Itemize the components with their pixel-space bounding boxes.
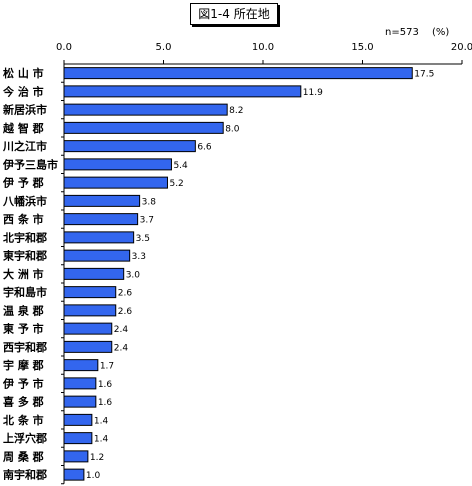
value-label: 1.4 (94, 416, 109, 426)
bar (63, 450, 89, 463)
category-label: 喜 多 郡 (3, 395, 44, 409)
bar (63, 85, 302, 98)
category-label: 川之江市 (2, 139, 47, 153)
bar (63, 194, 141, 207)
category-label: 大 洲 市 (3, 267, 44, 281)
category-label: 越 智 郡 (2, 121, 44, 135)
bar (63, 322, 113, 335)
value-label: 3.8 (142, 197, 157, 207)
category-label: 西宇和郡 (3, 340, 47, 354)
bar (63, 158, 172, 171)
value-label: 6.6 (197, 143, 212, 153)
x-tick-label: 0.0 (56, 42, 72, 53)
category-label: 今 治 市 (2, 84, 44, 98)
category-label: 東 予 市 (3, 322, 44, 336)
bar (63, 340, 113, 353)
value-label: 2.6 (118, 289, 133, 299)
bar (63, 103, 228, 116)
bar (63, 395, 97, 408)
value-label: 5.2 (169, 179, 183, 189)
value-label: 2.6 (118, 307, 133, 317)
category-label: 新居浜市 (3, 103, 47, 117)
category-label: 宇和島市 (3, 285, 47, 299)
value-label: 5.4 (173, 161, 188, 171)
bar (63, 377, 97, 390)
bar (63, 359, 99, 372)
value-label: 3.3 (132, 252, 146, 262)
value-label: 1.7 (100, 362, 114, 372)
bar (63, 231, 135, 244)
sample-size-label: n=573 (385, 27, 419, 38)
value-label: 17.5 (414, 70, 434, 80)
category-label: 宇 摩 郡 (3, 358, 44, 372)
unit-label: (%) (432, 27, 450, 38)
category-label: 南宇和郡 (3, 468, 47, 482)
category-label: 上浮穴郡 (3, 431, 47, 445)
x-tick-label: 15.0 (351, 42, 373, 53)
bar (63, 468, 85, 481)
category-label: 西 条 市 (3, 212, 44, 226)
category-label: 北宇和郡 (3, 230, 47, 244)
bar (63, 286, 117, 299)
value-label: 1.4 (94, 435, 109, 445)
value-label: 1.2 (90, 453, 104, 463)
bar (63, 121, 224, 134)
x-tick-label: 5.0 (156, 42, 172, 53)
bar (63, 213, 139, 226)
bar (63, 413, 93, 426)
category-label: 伊予三島市 (2, 157, 58, 171)
bar (63, 67, 413, 80)
bar (63, 140, 196, 153)
value-label: 3.5 (136, 234, 150, 244)
value-label: 1.6 (98, 398, 113, 408)
bar (63, 432, 93, 445)
x-tick-label: 20.0 (451, 42, 472, 53)
value-label: 2.4 (114, 343, 129, 353)
value-label: 3.0 (126, 270, 141, 280)
category-label: 周 桑 郡 (3, 450, 44, 463)
category-label: 伊 予 郡 (2, 176, 44, 190)
category-label: 東宇和郡 (3, 249, 47, 263)
bar (63, 249, 131, 262)
bar (63, 267, 125, 280)
category-label: 北 条 市 (3, 413, 44, 427)
bar (63, 304, 117, 317)
chart-title: 図1-4 所在地 (190, 3, 278, 25)
category-label: 八幡浜市 (2, 194, 47, 208)
value-label: 11.9 (303, 88, 323, 98)
value-label: 8.0 (225, 124, 240, 134)
category-label: 温 泉 郡 (3, 303, 44, 317)
value-label: 1.6 (98, 380, 113, 390)
value-label: 8.2 (229, 106, 243, 116)
category-label: 伊 予 市 (2, 376, 44, 390)
x-tick-label: 10.0 (252, 42, 274, 53)
value-label: 3.7 (140, 216, 154, 226)
bar (63, 176, 168, 189)
value-label: 1.0 (86, 471, 101, 481)
value-label: 2.4 (114, 325, 129, 335)
category-label: 松 山 市 (3, 66, 44, 80)
